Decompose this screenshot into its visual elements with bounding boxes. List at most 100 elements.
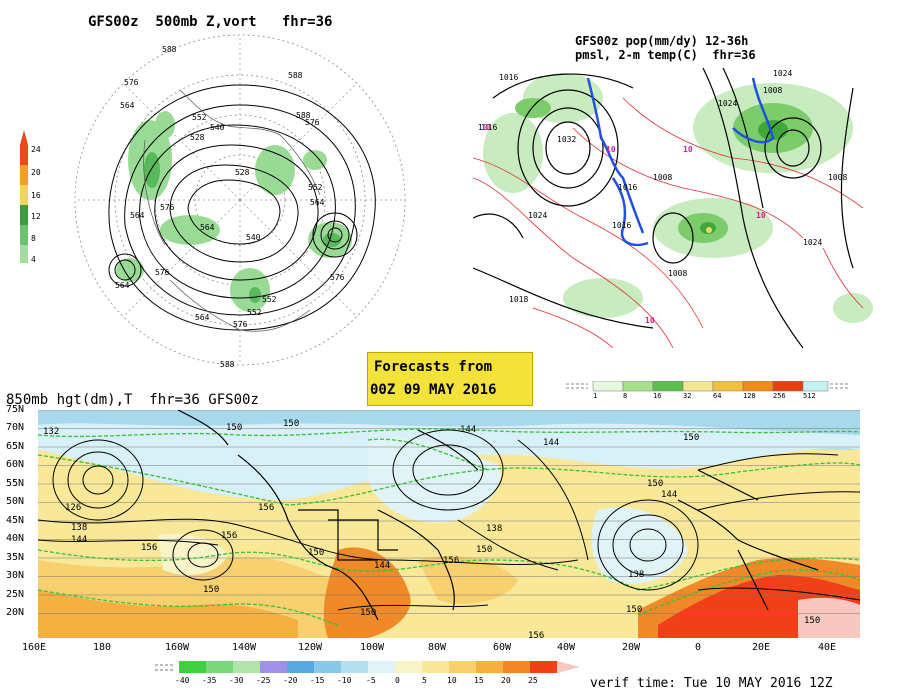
svg-text:156: 156 — [141, 543, 157, 553]
lon-label-20w: 20W — [622, 642, 641, 653]
svg-text:1008: 1008 — [653, 173, 672, 182]
svg-text:156: 156 — [258, 503, 274, 513]
vort-scale-label-4: 4 — [31, 255, 36, 264]
svg-text:126: 126 — [65, 503, 81, 513]
svg-text:150: 150 — [647, 479, 663, 489]
pop-scale-8: 8 — [623, 392, 628, 400]
lon-label-40e: 40E — [818, 642, 837, 653]
svg-text:588: 588 — [296, 111, 311, 120]
temp-scale-m35: -35 — [202, 676, 217, 685]
lon-label-140w: 140W — [232, 642, 257, 653]
svg-text:528: 528 — [190, 133, 205, 142]
svg-text:576: 576 — [160, 203, 175, 212]
svg-text:144: 144 — [374, 561, 390, 571]
svg-text:1016: 1016 — [499, 73, 518, 82]
lat-label-55n: 55N — [6, 478, 25, 489]
lon-label-60w: 60W — [493, 642, 512, 653]
temp-scale-m5: -5 — [366, 676, 376, 685]
vorticity-color-scale: 24 20 16 12 8 4 — [20, 130, 50, 265]
lon-label-0: 0 — [695, 642, 702, 653]
lat-label-65n: 65N — [6, 441, 25, 452]
svg-text:150: 150 — [683, 433, 699, 443]
panel-850mb-map: 132 150 144 144 150 126 138 144 156 156 150 15… — [38, 410, 860, 638]
svg-text:564: 564 — [115, 281, 130, 290]
vort-scale-label-16: 16 — [31, 191, 41, 200]
lat-label-60n: 60N — [6, 459, 25, 470]
pop-scale-128: 128 — [743, 392, 756, 400]
temp-scale-5: 5 — [422, 676, 427, 685]
svg-text:138: 138 — [71, 523, 87, 533]
svg-text:144: 144 — [71, 535, 87, 545]
temp-scale-m40: -40 — [175, 676, 190, 685]
svg-text:576: 576 — [155, 268, 170, 277]
svg-text:540: 540 — [246, 233, 261, 242]
svg-text:1016: 1016 — [478, 123, 497, 132]
svg-text:588: 588 — [162, 45, 177, 54]
svg-text:564: 564 — [130, 211, 145, 220]
vort-scale-label-24: 24 — [31, 145, 41, 154]
svg-text:528: 528 — [235, 168, 250, 177]
vort-scale-label-20: 20 — [31, 168, 41, 177]
svg-text:150: 150 — [360, 608, 376, 618]
lon-label-80w: 80W — [428, 642, 447, 653]
lat-label-70n: 70N — [6, 422, 25, 433]
vort-scale-label-8: 8 — [31, 234, 36, 243]
lon-label-100w: 100W — [360, 642, 385, 653]
svg-text:144: 144 — [460, 425, 476, 435]
svg-text:1016: 1016 — [618, 183, 637, 192]
lat-label-40n: 40N — [6, 533, 25, 544]
lon-label-180: 180 — [93, 642, 112, 653]
lat-label-30n: 30N — [6, 570, 25, 581]
verif-time: verif time: Tue 10 MAY 2016 12Z — [590, 676, 833, 691]
svg-text:150: 150 — [626, 605, 642, 615]
panel-500mb-title: GFS00z 500mb Z,vort fhr=36 — [88, 14, 333, 30]
lat-label-35n: 35N — [6, 552, 25, 563]
lat-label-25n: 25N — [6, 589, 25, 600]
svg-text:138: 138 — [628, 570, 644, 580]
lon-label-160w: 160W — [165, 642, 190, 653]
svg-text:150: 150 — [283, 419, 299, 429]
lon-label-120w: 120W — [298, 642, 323, 653]
temp-scale-m15: -15 — [310, 676, 325, 685]
forecast-banner-line1: Forecasts from — [374, 359, 493, 375]
svg-text:156: 156 — [528, 631, 544, 638]
svg-text:576: 576 — [330, 273, 345, 282]
lat-label-20n: 20N — [6, 607, 25, 618]
lat-label-50n: 50N — [6, 496, 25, 507]
temp-scale-15: 15 — [474, 676, 484, 685]
forecast-banner-line2: 00Z 09 MAY 2016 — [370, 382, 497, 398]
svg-text:138: 138 — [486, 524, 502, 534]
panel-pmsl-title-line2: pmsl, 2-m temp(C) fhr=36 — [575, 48, 756, 62]
vort-scale-label-12: 12 — [31, 212, 41, 221]
svg-text:564: 564 — [200, 223, 215, 232]
svg-text:1018: 1018 — [509, 295, 528, 304]
temp-scale-10: 10 — [447, 676, 457, 685]
pop-color-scale: 1 8 16 32 64 128 256 512 — [560, 380, 850, 402]
svg-text:1024: 1024 — [718, 99, 737, 108]
svg-text:552: 552 — [247, 308, 262, 317]
temp-scale-m10: -10 — [337, 676, 352, 685]
temp-color-scale: -40 -35 -30 -25 -20 -15 -10 -5 0 5 10 15… — [155, 660, 595, 690]
svg-text:1008: 1008 — [763, 86, 782, 95]
pop-scale-512: 512 — [803, 392, 816, 400]
lat-label-75n: 75N — [6, 404, 25, 415]
panel-pmsl-title-line1: GFS00z pop(mm/dy) 12-36h — [575, 34, 749, 48]
svg-text:1024: 1024 — [773, 69, 792, 78]
svg-text:564: 564 — [195, 313, 210, 322]
panel-850mb-title: 850mb hgt(dm),T fhr=36 GFS00z — [6, 392, 259, 408]
svg-text:588: 588 — [220, 360, 235, 369]
svg-text:1008: 1008 — [668, 269, 687, 278]
lon-axis: 160E 180 160W 140W 120W 100W 80W 60W 40W… — [0, 642, 900, 656]
svg-text:1024: 1024 — [528, 211, 547, 220]
pop-scale-32: 32 — [683, 392, 692, 400]
pop-scale-1: 1 — [593, 392, 598, 400]
svg-text:588: 588 — [288, 71, 303, 80]
pop-scale-256: 256 — [773, 392, 786, 400]
svg-text:10: 10 — [645, 316, 655, 325]
svg-text:150: 150 — [476, 545, 492, 555]
svg-text:132: 132 — [43, 427, 59, 437]
pop-scale-16: 16 — [653, 392, 662, 400]
svg-text:576: 576 — [233, 320, 248, 329]
temp-scale-m25: -25 — [256, 676, 271, 685]
svg-text:156: 156 — [221, 531, 237, 541]
